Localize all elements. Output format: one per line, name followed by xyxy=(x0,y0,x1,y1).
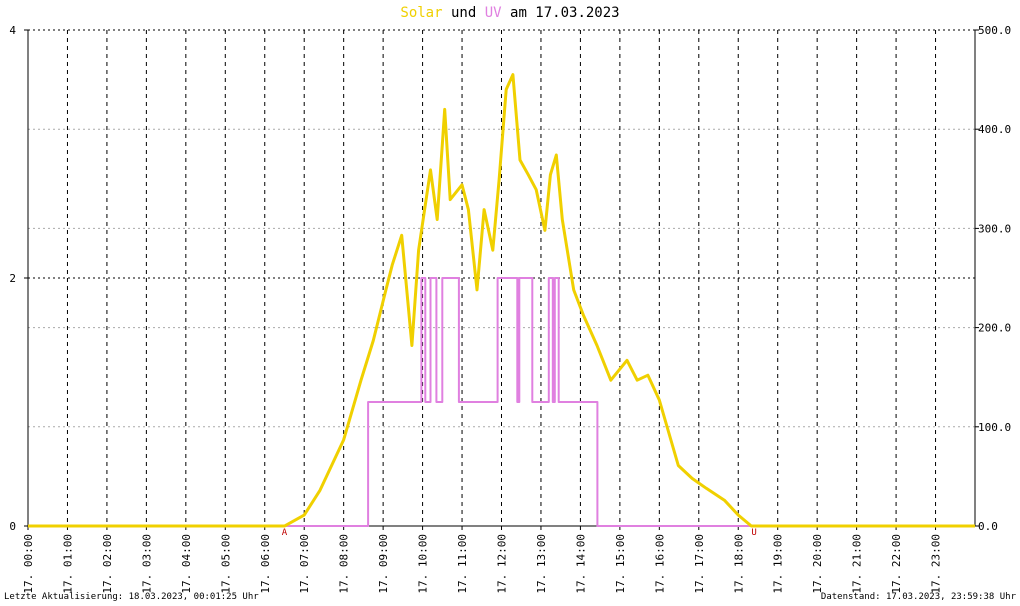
y-tick-label: 2 xyxy=(9,272,16,285)
x-tick-label: 17. 23:00 xyxy=(930,534,943,594)
x-tick-label: 17. 18:00 xyxy=(732,534,745,594)
x-tick-label: 17. 21:00 xyxy=(851,534,864,594)
title-uv: UV xyxy=(485,5,502,21)
title-date: am 17.03.2023 xyxy=(510,5,620,21)
x-tick-label: 17. 07:00 xyxy=(298,534,311,594)
x-tick-label: 17. 11:00 xyxy=(456,534,469,594)
series-line xyxy=(28,73,975,528)
x-tick-label: 17. 20:00 xyxy=(811,534,824,594)
x-tick-label: 17. 02:00 xyxy=(101,534,114,594)
x-tick-label: 17. 08:00 xyxy=(338,534,351,594)
y2-tick-label: 200.0 xyxy=(978,322,1011,335)
y2-tick-label: 400.0 xyxy=(978,123,1011,136)
x-tick-label: 17. 17:00 xyxy=(693,534,706,594)
y2-tick-label: 0.0 xyxy=(978,520,998,533)
annotation: U xyxy=(751,528,756,538)
x-tick-label: 17. 06:00 xyxy=(259,534,272,594)
x-tick-label: 17. 10:00 xyxy=(417,534,430,594)
x-tick-label: 17. 05:00 xyxy=(219,534,232,594)
x-tick-label: 17. 16:00 xyxy=(653,534,666,594)
y2-tick-label: 100.0 xyxy=(978,421,1011,434)
y-tick-label: 0 xyxy=(9,520,16,533)
x-tick-label: 17. 22:00 xyxy=(890,534,903,594)
x-tick-label: 17. 04:00 xyxy=(180,534,193,594)
x-tick-label: 17. 13:00 xyxy=(535,534,548,594)
x-tick-label: 17. 00:00 xyxy=(22,534,35,594)
y2-tick-label: 500.0 xyxy=(978,24,1011,37)
title-und: und xyxy=(451,5,476,21)
x-tick-label: 17. 09:00 xyxy=(377,534,390,594)
chart-title: Solar und UV am 17.03.2023 xyxy=(400,5,619,21)
footer-left: Letzte Aktualisierung: 18.03.2023, 00:01… xyxy=(4,592,259,602)
annotation: A xyxy=(282,528,288,538)
series-line xyxy=(28,277,975,527)
x-tick-label: 17. 12:00 xyxy=(496,534,509,594)
y-tick-label: 4 xyxy=(9,24,16,37)
x-tick-label: 17. 03:00 xyxy=(140,534,153,594)
x-tick-label: 17. 15:00 xyxy=(614,534,627,594)
y2-tick-label: 300.0 xyxy=(978,222,1011,235)
x-tick-label: 17. 01:00 xyxy=(61,534,74,594)
title-solar: Solar xyxy=(400,5,442,21)
x-tick-label: 17. 19:00 xyxy=(772,534,785,594)
footer-right: Datenstand: 17.03.2023, 23:59:38 Uhr xyxy=(821,592,1017,602)
x-tick-label: 17. 14:00 xyxy=(574,534,587,594)
